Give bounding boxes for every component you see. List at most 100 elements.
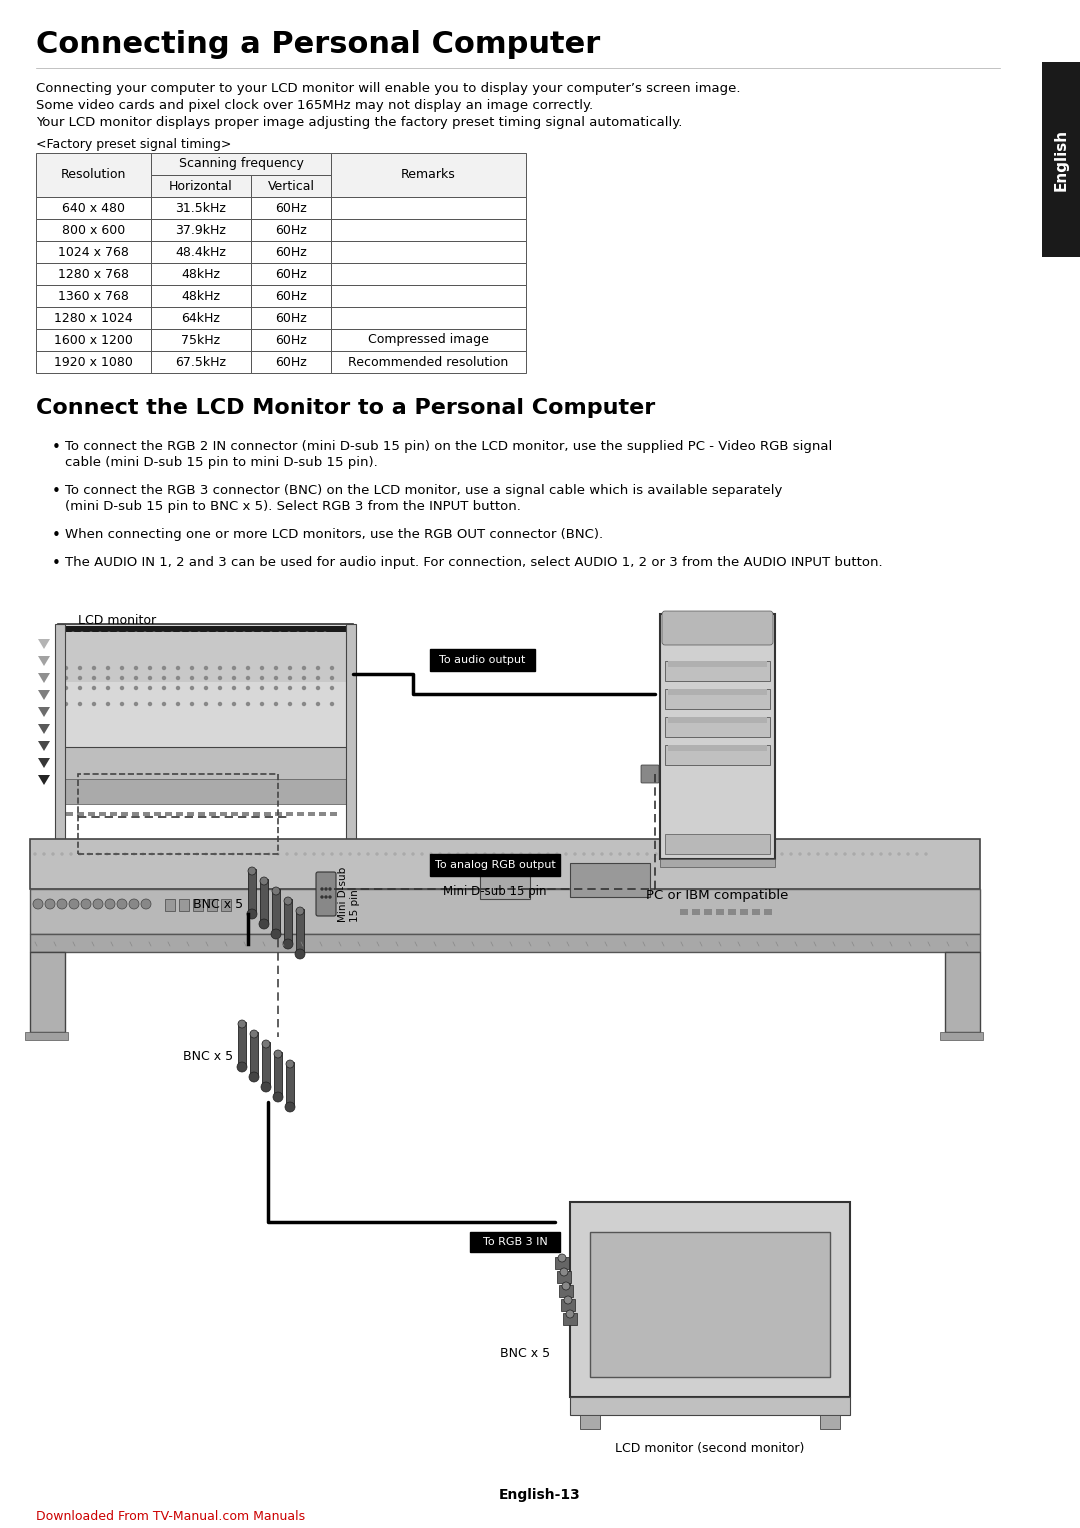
Bar bbox=[36, 197, 151, 219]
Circle shape bbox=[261, 1082, 271, 1093]
Bar bbox=[330, 197, 526, 219]
Circle shape bbox=[306, 639, 308, 642]
Bar bbox=[665, 717, 770, 736]
Circle shape bbox=[81, 898, 91, 909]
Circle shape bbox=[179, 639, 183, 642]
Bar bbox=[151, 351, 251, 373]
Bar bbox=[430, 854, 561, 876]
Bar bbox=[590, 1232, 831, 1377]
Circle shape bbox=[79, 677, 81, 680]
Bar bbox=[36, 153, 151, 197]
Circle shape bbox=[195, 853, 198, 856]
Circle shape bbox=[135, 703, 137, 706]
Bar bbox=[58, 623, 353, 795]
Circle shape bbox=[117, 631, 119, 634]
Circle shape bbox=[216, 631, 218, 634]
Circle shape bbox=[107, 677, 109, 680]
Circle shape bbox=[121, 666, 123, 669]
Circle shape bbox=[204, 703, 207, 706]
Text: PC or IBM compatible: PC or IBM compatible bbox=[646, 889, 788, 902]
Text: 60Hz: 60Hz bbox=[275, 333, 307, 347]
Bar bbox=[330, 329, 526, 351]
Circle shape bbox=[357, 853, 360, 856]
Bar bbox=[121, 811, 129, 816]
Text: 75kHz: 75kHz bbox=[181, 333, 220, 347]
Circle shape bbox=[835, 853, 837, 856]
Bar bbox=[251, 329, 330, 351]
Circle shape bbox=[65, 666, 67, 669]
Circle shape bbox=[297, 631, 299, 634]
Circle shape bbox=[129, 898, 139, 909]
Bar bbox=[262, 1042, 270, 1086]
Circle shape bbox=[149, 703, 151, 706]
Circle shape bbox=[564, 1296, 572, 1303]
Circle shape bbox=[243, 639, 245, 642]
Bar bbox=[60, 747, 351, 792]
Circle shape bbox=[727, 853, 729, 856]
Bar bbox=[330, 307, 526, 329]
Circle shape bbox=[259, 853, 261, 856]
Circle shape bbox=[204, 666, 207, 669]
Circle shape bbox=[97, 853, 99, 856]
Bar bbox=[665, 834, 770, 854]
Circle shape bbox=[218, 677, 221, 680]
Text: LCD monitor: LCD monitor bbox=[78, 614, 157, 626]
Circle shape bbox=[558, 1254, 566, 1262]
Circle shape bbox=[279, 639, 281, 642]
Circle shape bbox=[204, 677, 207, 680]
Circle shape bbox=[430, 853, 432, 856]
Circle shape bbox=[249, 853, 252, 856]
Text: Connecting your computer to your LCD monitor will enable you to display your com: Connecting your computer to your LCD mon… bbox=[36, 83, 741, 95]
Text: The AUDIO IN 1, 2 and 3 can be used for audio input. For connection, select AUDI: The AUDIO IN 1, 2 and 3 can be used for … bbox=[65, 556, 882, 568]
Bar bbox=[30, 889, 980, 934]
Bar bbox=[198, 811, 205, 816]
Text: 60Hz: 60Hz bbox=[275, 267, 307, 281]
Circle shape bbox=[152, 631, 156, 634]
Circle shape bbox=[302, 666, 306, 669]
Circle shape bbox=[162, 677, 165, 680]
Circle shape bbox=[71, 639, 75, 642]
Circle shape bbox=[176, 686, 179, 689]
Text: 1360 x 768: 1360 x 768 bbox=[58, 289, 129, 303]
Circle shape bbox=[259, 918, 269, 929]
Circle shape bbox=[237, 1062, 247, 1073]
Circle shape bbox=[135, 631, 137, 634]
Bar bbox=[251, 197, 330, 219]
Circle shape bbox=[176, 703, 179, 706]
Circle shape bbox=[117, 898, 127, 909]
Circle shape bbox=[673, 853, 675, 856]
Circle shape bbox=[316, 686, 320, 689]
Text: 64kHz: 64kHz bbox=[181, 312, 220, 324]
Circle shape bbox=[108, 631, 110, 634]
Bar bbox=[55, 623, 65, 839]
Text: Resolution: Resolution bbox=[60, 168, 126, 182]
Bar bbox=[728, 909, 735, 915]
Circle shape bbox=[286, 853, 288, 856]
Circle shape bbox=[232, 853, 234, 856]
Text: To RGB 3 IN: To RGB 3 IN bbox=[483, 1238, 548, 1247]
Bar bbox=[251, 286, 330, 307]
Circle shape bbox=[179, 631, 183, 634]
Text: English-13: English-13 bbox=[499, 1488, 581, 1502]
Text: BNC x 5: BNC x 5 bbox=[500, 1348, 550, 1360]
Circle shape bbox=[288, 686, 292, 689]
Circle shape bbox=[121, 703, 123, 706]
Bar bbox=[665, 689, 770, 709]
Text: <Factory preset signal timing>: <Factory preset signal timing> bbox=[36, 138, 231, 151]
Polygon shape bbox=[38, 707, 50, 717]
Circle shape bbox=[654, 853, 657, 856]
Circle shape bbox=[529, 853, 531, 856]
Text: 60Hz: 60Hz bbox=[275, 223, 307, 237]
Circle shape bbox=[107, 703, 109, 706]
Circle shape bbox=[403, 853, 405, 856]
Bar bbox=[764, 909, 772, 915]
Circle shape bbox=[190, 686, 193, 689]
Bar bbox=[297, 811, 303, 816]
Polygon shape bbox=[38, 656, 50, 666]
Bar bbox=[248, 869, 256, 914]
Circle shape bbox=[162, 703, 165, 706]
Text: Mini D-sub
15 pin: Mini D-sub 15 pin bbox=[338, 866, 360, 921]
Circle shape bbox=[283, 940, 293, 949]
Circle shape bbox=[274, 1050, 282, 1057]
Bar bbox=[110, 811, 117, 816]
